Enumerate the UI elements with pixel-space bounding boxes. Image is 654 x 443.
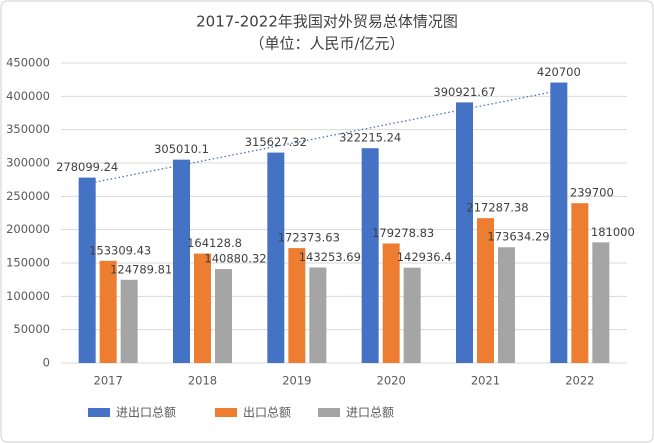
value-label: 124789.81: [110, 262, 172, 276]
y-tick-label: 350000: [6, 122, 50, 136]
bar: [361, 148, 379, 363]
value-label: 239700: [570, 186, 614, 200]
value-label: 140880.32: [204, 252, 266, 266]
y-tick-label: 300000: [6, 156, 50, 170]
x-tick-label: 2020: [377, 374, 406, 388]
value-label: 173634.29: [487, 230, 549, 244]
x-tick-label: 2017: [94, 374, 123, 388]
trendline: [87, 89, 559, 185]
y-tick-label: 100000: [6, 289, 50, 303]
value-label: 305010.1: [154, 142, 209, 156]
bar: [173, 159, 190, 363]
y-tick-label: 400000: [6, 89, 50, 103]
bar: [456, 102, 473, 363]
bar: [498, 247, 515, 363]
value-label: 322215.24: [339, 131, 401, 145]
chart-title: 2017-2022年我国对外贸易总体情况图: [196, 13, 458, 31]
y-tick-label: 250000: [6, 189, 50, 203]
x-tick-label: 2021: [471, 374, 500, 388]
value-label: 315627.32: [245, 135, 307, 149]
bar: [288, 248, 306, 363]
legend-swatch: [215, 408, 237, 417]
value-label: 390921.67: [433, 85, 495, 99]
legend-swatch: [318, 408, 340, 417]
bar: [477, 218, 494, 363]
legend-label: 进出口总额: [116, 406, 176, 420]
value-label: 164128.8: [187, 236, 242, 250]
y-tick-label: 50000: [13, 322, 50, 336]
bar: [382, 243, 400, 363]
x-tick-label: 2019: [282, 374, 311, 388]
value-label: 420700: [537, 65, 581, 79]
legend-label: 出口总额: [243, 406, 291, 420]
bar: [550, 82, 568, 364]
value-label: 142936.4: [397, 250, 452, 264]
legend-label: 进口总额: [346, 406, 394, 420]
value-label: 153309.43: [89, 243, 151, 257]
value-label: 172373.63: [278, 231, 340, 245]
y-tick-label: 200000: [6, 222, 50, 236]
y-tick-label: 0: [43, 356, 50, 370]
bar: [403, 267, 421, 363]
bar: [194, 253, 211, 363]
x-tick-label: 2018: [188, 374, 217, 388]
bar: [78, 177, 96, 363]
value-label: 217287.38: [466, 201, 528, 215]
bar: [592, 242, 610, 363]
value-label: 181000: [591, 225, 635, 239]
bar: [99, 260, 117, 363]
bar: [571, 203, 589, 363]
value-label: 143253.69: [299, 250, 361, 264]
y-tick-label: 450000: [6, 56, 50, 70]
bar: [215, 269, 232, 363]
legend-swatch: [88, 408, 110, 417]
value-label: 179278.83: [372, 226, 434, 240]
y-tick-label: 150000: [6, 256, 50, 270]
x-tick-label: 2022: [565, 374, 594, 388]
value-label: 278099.24: [56, 160, 118, 174]
bar: [267, 152, 285, 363]
bar: [120, 279, 138, 363]
chart-subtitle: （单位：人民币/亿元）: [249, 35, 404, 53]
bar: [309, 267, 327, 363]
